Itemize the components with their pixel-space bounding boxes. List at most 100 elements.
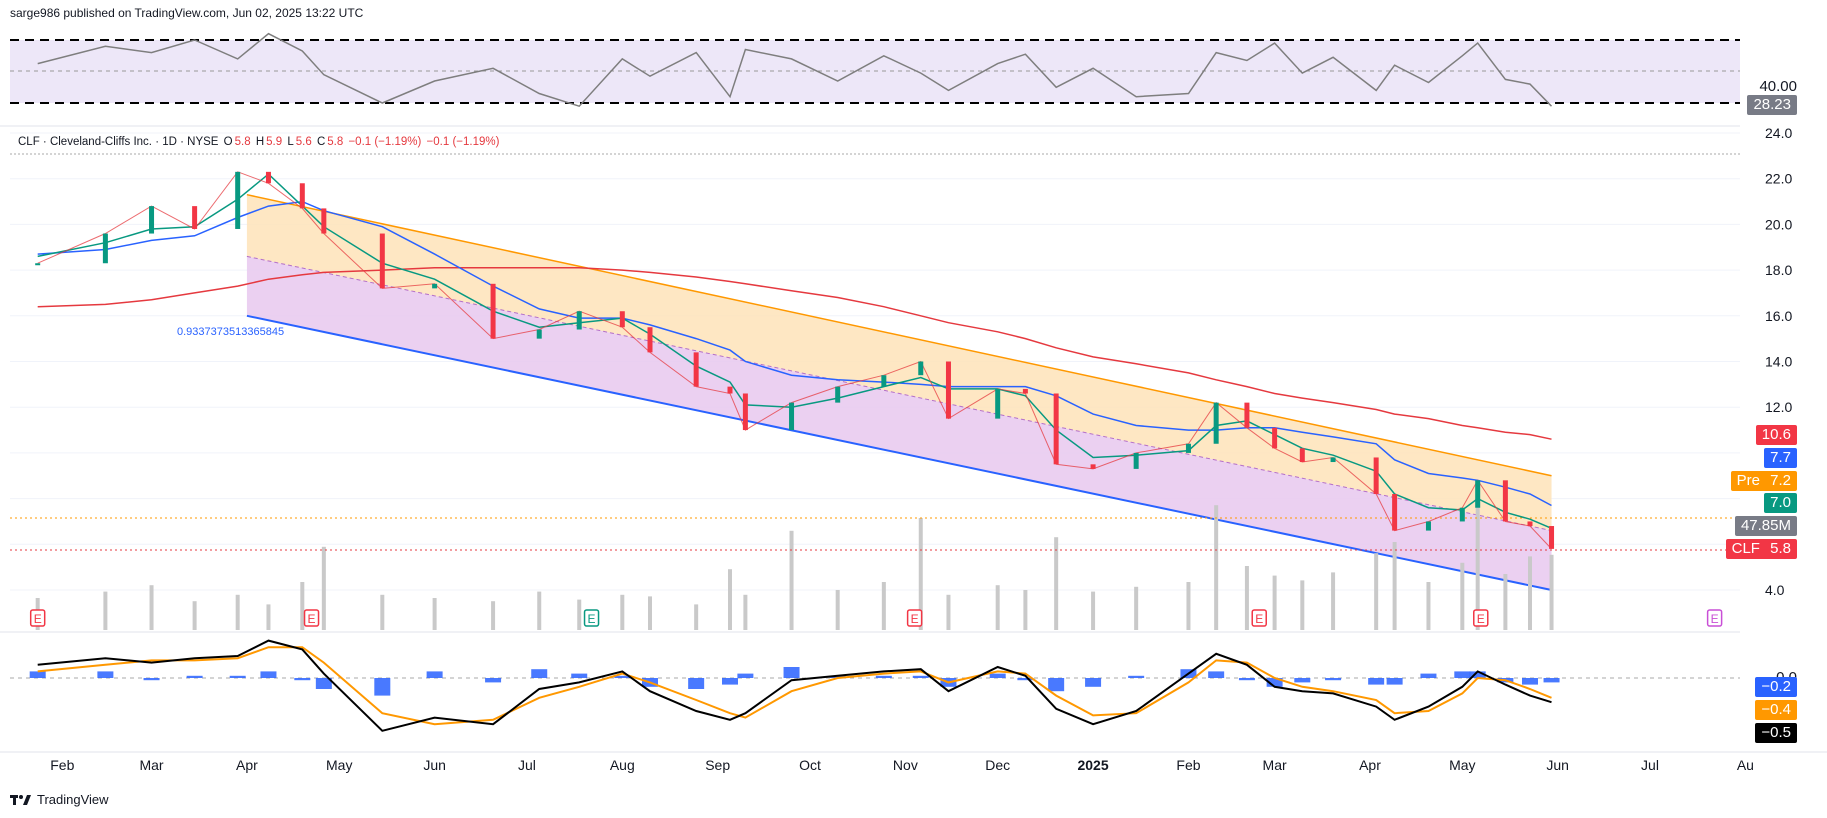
volume-bar: [1331, 572, 1336, 630]
volume-bar: [648, 596, 652, 630]
candle: [1425, 521, 1431, 531]
macd-hist-bar: [426, 671, 443, 678]
candle: [881, 375, 887, 387]
macd-hist-bar: [294, 678, 311, 681]
last-price: 5.8: [1770, 540, 1791, 557]
candle: [299, 183, 305, 209]
candle: [693, 352, 699, 387]
macd-hist-bar: [722, 678, 738, 685]
macd-signal-badge: −0.4: [1755, 700, 1797, 720]
candle: [1022, 388, 1028, 394]
volume-bar: [743, 594, 748, 630]
last-price-badge: CLF 5.8: [1725, 539, 1797, 559]
volume-bar: [694, 604, 699, 630]
footer-brand-text: TradingView: [37, 792, 109, 807]
macd-hist-badge: −0.2: [1755, 677, 1797, 697]
macd-hist-bar: [1469, 671, 1486, 678]
candle: [1213, 402, 1219, 444]
price-points: [35, 171, 1555, 549]
volume-bar: [300, 582, 305, 630]
macd-hist-bar: [229, 675, 246, 678]
macd-line: [37, 639, 1552, 732]
time-tick-label: Mar: [1263, 757, 1287, 773]
time-tick-label: Jun: [1546, 757, 1569, 773]
volume-bar: [1023, 590, 1028, 630]
volume-bar: [918, 518, 923, 630]
time-tick-label: Aug: [610, 757, 635, 773]
candle: [192, 206, 198, 229]
volume-bar: [1054, 537, 1059, 630]
earnings-marker-label: E: [308, 612, 316, 626]
pre-market-badge: Pre 7.2: [1730, 471, 1797, 491]
volume-bar: [1214, 505, 1219, 630]
macd-hist-bar: [571, 673, 588, 678]
legend-change: −0.1 (−1.19%): [348, 136, 422, 148]
earnings-marker-label: E: [588, 612, 596, 626]
ma20-badge: 7.0: [1764, 493, 1797, 513]
time-axis: Feb Mar Apr May Jun Jul Aug Sep Oct Nov Dec 2025 Feb…: [50, 757, 1754, 773]
tradingview-logo-icon: [10, 794, 31, 805]
time-tick-label: Dec: [985, 757, 1010, 773]
candle: [149, 206, 155, 234]
volume-bar: [235, 594, 240, 630]
price-tick-label: 12.0: [1765, 399, 1792, 415]
macd-hist-bar: [374, 678, 391, 696]
earnings-marker-label: E: [1477, 612, 1485, 626]
candle: [945, 361, 951, 419]
macd-hist-bar: [875, 675, 892, 678]
macd-hist-bar: [614, 675, 631, 678]
earnings-marker: [1473, 609, 1489, 627]
price-tick-label: 18.0: [1765, 262, 1792, 278]
channel-upper-line: [246, 193, 1552, 477]
candle: [1053, 393, 1059, 465]
time-tick-label: Oct: [799, 757, 821, 773]
macd-hist-bar: [186, 675, 203, 678]
candle: [789, 402, 795, 431]
candle: [102, 233, 108, 264]
volume-bar: [1374, 553, 1379, 630]
ma200-badge: 10.6: [1755, 425, 1797, 445]
ma50-line: [37, 200, 1552, 507]
candle: [647, 327, 653, 353]
candle: [995, 388, 1001, 419]
price-tick-label: 20.0: [1765, 216, 1792, 232]
candle: [576, 311, 582, 330]
time-tick-label: Au: [1737, 757, 1754, 773]
volume-bar: [1186, 582, 1191, 630]
legend-change-pct: −0.1 (−1.19%): [426, 136, 500, 148]
volume-bar: [1475, 498, 1480, 630]
macd-line-badge: −0.5: [1755, 723, 1797, 743]
symbol-legend[interactable]: CLF · Cleveland-Cliffs Inc. · 1D · NYSE …: [18, 136, 501, 148]
channel-lower-fill: [246, 256, 1552, 590]
earnings-marker: [1706, 609, 1723, 627]
macd-hist-bar: [1454, 671, 1471, 678]
volume-bar: [1272, 575, 1277, 630]
macd-hist-bar: [1294, 678, 1311, 683]
ma50-badge: 7.7: [1764, 448, 1797, 468]
macd-hist-bar: [1128, 675, 1145, 678]
last-symbol: CLF: [1731, 540, 1760, 557]
candle: [1185, 443, 1191, 453]
candle: [1475, 480, 1481, 508]
publish-line: sarge986 published on TradingView.com, J…: [10, 6, 364, 20]
footer-brand[interactable]: TradingView: [10, 792, 109, 807]
rsi-level-label: 40.00: [1759, 78, 1797, 95]
channel-upper-fill: [246, 194, 1552, 531]
candle: [1373, 457, 1379, 495]
candle: [35, 263, 41, 266]
macd-hist-bar: [829, 675, 846, 678]
volume-bar: [1460, 562, 1465, 630]
price-line: [37, 171, 1552, 550]
volume-bar: [1134, 586, 1139, 630]
macd-hist-bar: [1543, 678, 1560, 683]
macd-hist-bar: [260, 671, 277, 678]
pre-value: 7.2: [1770, 472, 1791, 489]
price-tick-label: 24.0: [1765, 125, 1792, 141]
rsi-pane: [10, 32, 1740, 108]
price-tick-label: 22.0: [1765, 171, 1792, 187]
volume-bar: [192, 601, 197, 630]
volume-bar: [1244, 566, 1249, 630]
volume-bar: [789, 530, 794, 630]
volume-bar: [728, 569, 732, 630]
